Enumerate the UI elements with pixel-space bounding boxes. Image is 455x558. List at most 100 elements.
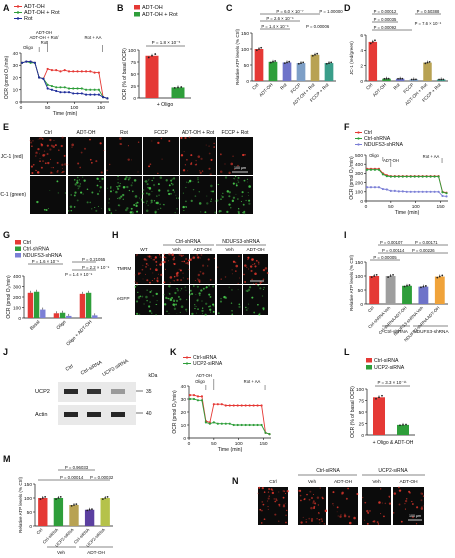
column-label: Ctrl bbox=[65, 364, 75, 373]
group-label: UCP2-siRNA bbox=[378, 468, 408, 474]
cell-signal bbox=[182, 205, 185, 209]
cell-signal bbox=[286, 489, 289, 493]
cell-signal bbox=[285, 521, 287, 524]
cell-signal bbox=[108, 207, 111, 211]
y-tick-label: 0 bbox=[360, 79, 363, 85]
cell-signal bbox=[91, 161, 93, 164]
data-point bbox=[288, 60, 291, 63]
pvalue-label: P = 2.6 × 10⁻⁶ bbox=[266, 16, 294, 21]
cell-signal bbox=[136, 284, 138, 287]
cell-signal bbox=[388, 496, 391, 498]
cell-signal bbox=[149, 268, 152, 270]
cell-signal bbox=[120, 195, 123, 198]
cell-signal bbox=[258, 313, 261, 316]
data-point bbox=[84, 70, 88, 73]
data-point bbox=[55, 86, 58, 89]
cell-signal bbox=[303, 498, 306, 500]
cell-signal bbox=[37, 147, 40, 151]
data-point bbox=[88, 508, 91, 511]
y-tick-label: 100 bbox=[356, 387, 364, 393]
cell-signal bbox=[317, 504, 320, 506]
cell-signal bbox=[248, 286, 252, 289]
cell-signal bbox=[168, 253, 171, 256]
data-point bbox=[417, 175, 420, 178]
cell-signal bbox=[183, 209, 185, 212]
cell-signal bbox=[241, 195, 243, 197]
cell-signal bbox=[364, 519, 366, 521]
data-point bbox=[240, 423, 243, 427]
cell-signal bbox=[212, 190, 215, 193]
micrograph-jc1 bbox=[393, 486, 425, 525]
data-point bbox=[67, 87, 71, 90]
cell-signal bbox=[242, 153, 245, 157]
cell-signal bbox=[217, 183, 219, 186]
bar bbox=[53, 313, 60, 318]
cell-signal bbox=[204, 211, 207, 214]
data-point bbox=[220, 422, 223, 425]
data-point bbox=[428, 60, 431, 63]
row-label: JC-1 (green) bbox=[0, 192, 26, 198]
cell-signal bbox=[163, 303, 167, 306]
cell-signal bbox=[155, 260, 158, 263]
cell-signal bbox=[80, 151, 83, 154]
bar bbox=[100, 498, 110, 526]
cell-signal bbox=[136, 312, 139, 315]
group-label: NDUFS3-shRNA bbox=[222, 239, 260, 245]
cell-signal bbox=[189, 289, 193, 292]
column-label: ADT-OH bbox=[399, 479, 418, 485]
data-point bbox=[228, 404, 231, 407]
cell-signal bbox=[362, 496, 364, 499]
cell-signal bbox=[73, 206, 76, 208]
micrograph-bg bbox=[143, 137, 179, 175]
cell-signal bbox=[179, 311, 181, 313]
bar bbox=[282, 62, 292, 81]
bar bbox=[434, 276, 445, 304]
data-point bbox=[328, 62, 330, 64]
cell-signal bbox=[210, 184, 213, 188]
data-point bbox=[204, 421, 207, 424]
cell-signal bbox=[197, 298, 199, 300]
pvalue-label: P = 0.00107 bbox=[380, 240, 403, 245]
cell-signal bbox=[190, 154, 193, 157]
cell-signal bbox=[316, 518, 318, 520]
data-point bbox=[403, 285, 406, 288]
bar bbox=[310, 54, 320, 81]
data-point bbox=[373, 275, 376, 277]
data-point bbox=[425, 190, 428, 193]
cell-signal bbox=[47, 161, 50, 165]
data-point bbox=[80, 87, 83, 90]
y-tick-label: 300 bbox=[13, 284, 21, 290]
cell-signal bbox=[199, 171, 202, 174]
cell-signal bbox=[316, 496, 320, 499]
cell-signal bbox=[165, 296, 168, 300]
data-point bbox=[445, 192, 448, 195]
data-point bbox=[196, 399, 200, 402]
cell-signal bbox=[198, 202, 202, 205]
data-point bbox=[29, 60, 32, 63]
data-point bbox=[55, 89, 58, 93]
data-point bbox=[425, 175, 428, 178]
data-point bbox=[401, 190, 404, 193]
cell-signal bbox=[207, 258, 210, 261]
cell-signal bbox=[314, 502, 317, 505]
cell-signal bbox=[244, 281, 246, 283]
cell-signal bbox=[341, 491, 344, 495]
cell-signal bbox=[187, 264, 189, 266]
cell-signal bbox=[76, 181, 79, 184]
bar bbox=[418, 286, 429, 304]
cell-signal bbox=[122, 198, 124, 200]
pvalue-label: P = 0.96033 bbox=[65, 465, 89, 470]
cell-signal bbox=[247, 256, 250, 259]
cell-signal bbox=[151, 279, 153, 281]
data-point bbox=[378, 396, 380, 399]
annotation-label: Rot + AA bbox=[244, 379, 261, 384]
y-tick-label: 0 bbox=[15, 100, 18, 106]
cell-signal bbox=[182, 169, 186, 172]
micrograph-egfp bbox=[243, 284, 268, 316]
data-point bbox=[438, 78, 440, 81]
cell-signal bbox=[398, 489, 402, 492]
data-point bbox=[389, 189, 392, 192]
legend-label: ADT-OH + Rot bbox=[24, 10, 60, 16]
panel-letter-b: B bbox=[117, 3, 124, 13]
blot-band bbox=[111, 412, 125, 417]
